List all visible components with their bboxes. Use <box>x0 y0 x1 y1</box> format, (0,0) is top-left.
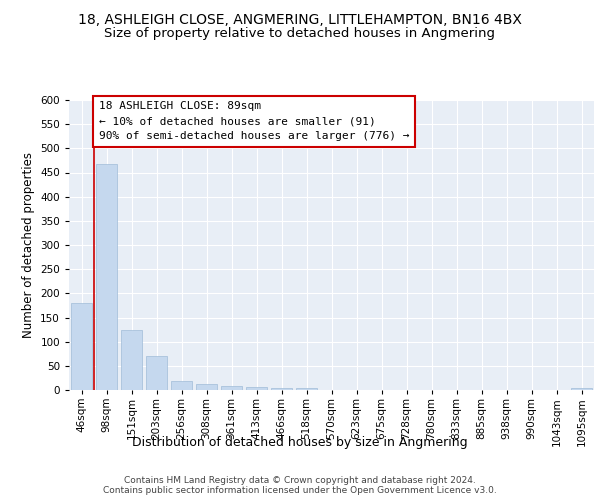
Bar <box>196 384 217 390</box>
Text: 18 ASHLEIGH CLOSE: 89sqm
← 10% of detached houses are smaller (91)
90% of semi-d: 18 ASHLEIGH CLOSE: 89sqm ← 10% of detach… <box>99 102 409 141</box>
Bar <box>296 388 317 390</box>
Bar <box>96 164 117 390</box>
Text: 18, ASHLEIGH CLOSE, ANGMERING, LITTLEHAMPTON, BN16 4BX: 18, ASHLEIGH CLOSE, ANGMERING, LITTLEHAM… <box>78 12 522 26</box>
Y-axis label: Number of detached properties: Number of detached properties <box>22 152 35 338</box>
Text: Distribution of detached houses by size in Angmering: Distribution of detached houses by size … <box>132 436 468 449</box>
Bar <box>271 388 292 390</box>
Text: Size of property relative to detached houses in Angmering: Size of property relative to detached ho… <box>104 28 496 40</box>
Bar <box>221 386 242 390</box>
Bar <box>146 356 167 390</box>
Bar <box>571 388 592 390</box>
Text: Contains HM Land Registry data © Crown copyright and database right 2024.
Contai: Contains HM Land Registry data © Crown c… <box>103 476 497 495</box>
Bar <box>121 330 142 390</box>
Bar <box>246 387 267 390</box>
Bar <box>171 382 192 390</box>
Bar <box>71 303 92 390</box>
